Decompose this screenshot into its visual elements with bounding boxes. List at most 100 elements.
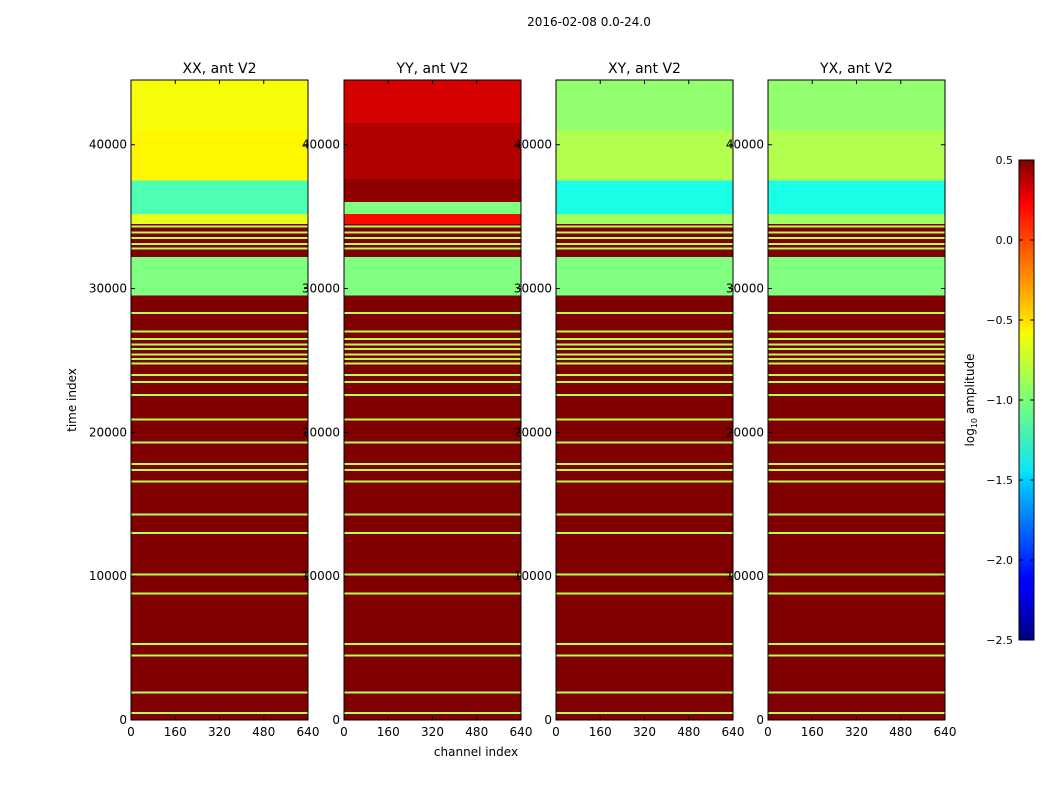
heatmap-stripe [556, 247, 733, 250]
heatmap-stripe [768, 642, 945, 645]
panel-title: YY, ant V2 [396, 61, 469, 77]
heatmap-stripe [556, 654, 733, 657]
heatmap-stripe [556, 311, 733, 314]
x-tick-label: 320 [421, 725, 444, 739]
heatmap-stripe [556, 343, 733, 346]
heatmap-stripe [344, 691, 521, 694]
heatmap-stripe [131, 654, 308, 657]
heatmap-stripe [344, 231, 521, 234]
y-tick-label: 40000 [726, 138, 764, 152]
colorbar-label-main: log [963, 428, 977, 446]
heatmap-stripe [344, 393, 521, 396]
heatmap-stripe [556, 532, 733, 535]
x-tick-label: 0 [552, 725, 560, 739]
heatmap-stripe [556, 393, 733, 396]
heatmap-stripe [131, 573, 308, 576]
x-axis-label: channel index [434, 745, 518, 759]
heatmap-stripe [131, 513, 308, 516]
y-tick-label: 10000 [514, 569, 552, 583]
heatmap-stripe [344, 463, 521, 465]
heatmap-band [344, 123, 521, 180]
colorbar-label-tail: amplitude [963, 354, 977, 418]
heatmap-stripe [131, 468, 308, 471]
heatmap-band [131, 213, 308, 224]
x-tick-label: 640 [722, 725, 745, 739]
heatmap-stripe [556, 362, 733, 365]
colorbar-tick-label: 0.0 [996, 234, 1014, 247]
heatmap-stripe [768, 441, 945, 444]
heatmap-stripe [131, 247, 308, 250]
heatmap-stripe [768, 373, 945, 376]
heatmap-stripe [556, 231, 733, 234]
heatmap-stripe [556, 373, 733, 376]
heatmap-stripe [131, 441, 308, 444]
heatmap-stripe [344, 513, 521, 516]
heatmap-stripe [344, 711, 521, 714]
heatmap-stripe [768, 654, 945, 657]
colorbar-label: log10 amplitude [963, 354, 979, 447]
y-tick-label: 40000 [302, 138, 340, 152]
heatmap-band [344, 256, 521, 296]
heatmap-stripe [768, 247, 945, 250]
heatmap-stripe [768, 362, 945, 365]
heatmap-band [131, 295, 308, 720]
heatmap-stripe [131, 347, 308, 350]
colorbar-tick-label: −2.5 [986, 634, 1013, 647]
heatmap-band [344, 202, 521, 214]
panel-2: XY, ant V2 0 160 320 480 640 0 10000 20000 30000 4… [514, 61, 745, 739]
heatmap-stripe [768, 573, 945, 576]
y-tick-label: 40000 [514, 138, 552, 152]
y-tick-label: 0 [119, 713, 127, 727]
heatmap-band [768, 213, 945, 224]
heatmap-stripe [768, 381, 945, 384]
heatmap-stripe [768, 513, 945, 516]
heatmap-stripe [344, 373, 521, 376]
heatmap-band [344, 223, 521, 257]
heatmap-stripe [344, 225, 521, 228]
y-tick-label: 20000 [302, 425, 340, 439]
heatmap-stripe [131, 353, 308, 356]
heatmap-stripe [556, 358, 733, 361]
colorbar-tick-label: −1.5 [986, 474, 1013, 487]
heatmap-stripe [768, 242, 945, 245]
y-axis-label: time index [65, 368, 79, 432]
y-tick-label: 30000 [89, 282, 127, 296]
x-tick-label: 480 [889, 725, 912, 739]
y-tick-label: 10000 [302, 569, 340, 583]
heatmap-stripe [768, 463, 945, 465]
y-tick-label: 0 [332, 713, 340, 727]
heatmap-band [556, 180, 733, 214]
panel-1: YY, ant V2 0 160 320 480 640 0 10000 20000 30000 4… [302, 61, 533, 739]
heatmap-stripe [131, 463, 308, 465]
heatmap-stripe [556, 337, 733, 340]
panel-title: XY, ant V2 [608, 61, 681, 77]
heatmap-stripe [768, 418, 945, 421]
heatmap-stripe [344, 418, 521, 421]
heatmap-band [131, 180, 308, 214]
y-tick-label: 30000 [726, 282, 764, 296]
x-tick-label: 160 [801, 725, 824, 739]
heatmap-stripe [131, 532, 308, 535]
heatmap-stripe [344, 381, 521, 384]
heatmap-stripe [556, 463, 733, 465]
heatmap-band [131, 256, 308, 296]
heatmap-stripe [768, 225, 945, 228]
heatmap-band [768, 180, 945, 214]
x-tick-label: 160 [589, 725, 612, 739]
heatmap-stripe [131, 330, 308, 333]
x-tick-label: 640 [510, 725, 533, 739]
x-tick-label: 320 [208, 725, 231, 739]
heatmap-stripe [556, 441, 733, 444]
heatmap-stripe [556, 242, 733, 245]
x-tick-label: 160 [164, 725, 187, 739]
heatmap-stripe [768, 468, 945, 471]
heatmap-band [768, 256, 945, 296]
heatmap-stripe [768, 311, 945, 314]
heatmap-band [768, 223, 945, 257]
heatmap-stripe [556, 573, 733, 576]
heatmap-stripe [344, 311, 521, 314]
colorbar-tick-label: −1.0 [986, 394, 1013, 407]
heatmap-band [556, 256, 733, 296]
heatmap-stripe [556, 592, 733, 595]
x-tick-label: 160 [377, 725, 400, 739]
